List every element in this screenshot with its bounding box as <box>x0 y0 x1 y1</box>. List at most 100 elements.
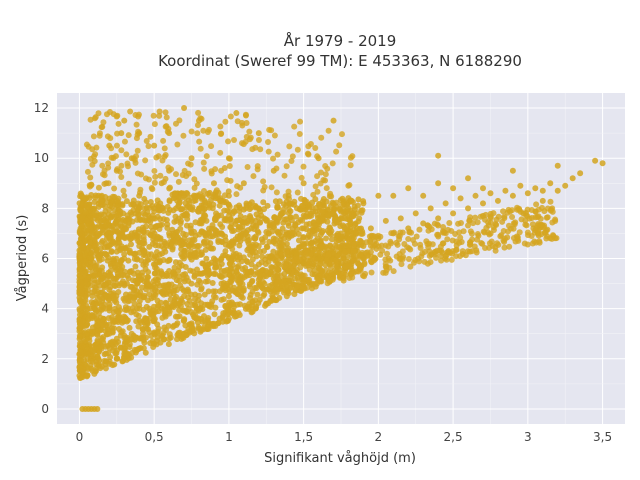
data-point <box>128 155 135 162</box>
data-point <box>341 215 348 222</box>
data-point <box>294 189 301 196</box>
data-point <box>157 172 164 179</box>
data-point <box>453 238 460 245</box>
data-point <box>528 215 535 222</box>
data-point <box>148 223 155 230</box>
data-point <box>273 265 280 272</box>
data-point <box>480 212 486 219</box>
data-point <box>197 145 204 152</box>
data-point <box>386 264 393 271</box>
data-point <box>173 300 180 307</box>
data-point <box>360 272 367 279</box>
data-point <box>185 305 192 312</box>
data-point <box>292 213 299 220</box>
data-point <box>258 236 265 243</box>
data-point <box>90 133 97 140</box>
data-point <box>488 238 495 245</box>
data-point <box>413 233 420 240</box>
data-point <box>390 230 397 237</box>
data-point <box>132 210 139 217</box>
data-point <box>182 264 189 271</box>
data-point <box>143 137 150 144</box>
x-tick-labels: 0 0,5 1 1,5 2 2,5 3 3,5 <box>76 430 613 444</box>
data-point <box>426 223 433 230</box>
data-point <box>110 275 117 282</box>
data-point <box>472 192 479 199</box>
data-point <box>79 304 86 311</box>
data-point <box>396 251 403 258</box>
data-point <box>173 293 180 300</box>
data-point <box>554 162 561 169</box>
data-point <box>176 307 183 314</box>
data-point <box>260 178 267 185</box>
data-point <box>547 198 554 205</box>
data-point <box>336 142 343 149</box>
data-point <box>121 350 128 357</box>
data-point <box>249 298 256 305</box>
data-point <box>212 304 219 311</box>
data-point <box>255 137 262 144</box>
data-point <box>144 229 151 236</box>
data-point <box>188 230 195 237</box>
data-point <box>490 210 497 217</box>
data-point <box>315 250 322 257</box>
data-point <box>158 221 165 228</box>
data-point <box>204 238 211 245</box>
data-point <box>172 190 179 197</box>
data-point <box>444 226 451 233</box>
data-point <box>77 279 84 286</box>
data-point <box>158 242 165 249</box>
data-point <box>314 173 321 180</box>
data-point <box>95 255 102 262</box>
data-point <box>303 198 310 205</box>
data-point <box>166 130 173 137</box>
data-point <box>76 328 83 335</box>
data-point <box>243 202 250 209</box>
data-point <box>263 217 270 224</box>
data-point <box>79 293 86 300</box>
data-point <box>154 328 161 335</box>
data-point <box>276 261 283 268</box>
data-point <box>347 221 354 228</box>
data-point <box>92 241 99 248</box>
data-point <box>446 220 453 227</box>
data-point <box>163 326 170 333</box>
y-tick-label: 6 <box>41 252 49 266</box>
data-point <box>99 162 106 169</box>
data-point <box>312 280 319 287</box>
data-point <box>293 250 300 257</box>
data-point <box>203 153 210 160</box>
data-point <box>170 322 177 329</box>
data-point <box>181 167 188 174</box>
data-point <box>534 229 541 236</box>
data-point <box>500 208 507 215</box>
data-point <box>275 231 282 238</box>
data-point <box>338 235 344 242</box>
data-point <box>303 213 310 220</box>
data-point <box>148 286 155 293</box>
data-point <box>151 167 158 174</box>
data-point <box>434 247 441 254</box>
data-point <box>350 258 357 265</box>
data-point <box>166 268 173 275</box>
data-point <box>552 216 559 223</box>
data-point <box>103 180 110 187</box>
data-point <box>164 203 171 210</box>
data-point <box>180 132 187 139</box>
data-point <box>225 315 232 322</box>
data-point <box>240 180 247 187</box>
data-point <box>225 155 232 162</box>
data-point <box>328 259 335 266</box>
data-point <box>218 230 225 237</box>
data-point <box>83 234 90 241</box>
data-point <box>188 280 195 287</box>
data-point <box>87 116 94 123</box>
y-tick-label: 4 <box>41 302 49 316</box>
data-point <box>136 305 143 312</box>
data-point <box>166 198 173 205</box>
data-point <box>474 219 481 226</box>
data-point <box>121 251 128 258</box>
data-point <box>308 242 315 249</box>
y-axis-label: Vågperiod (s) <box>15 215 30 302</box>
data-point <box>110 255 117 262</box>
